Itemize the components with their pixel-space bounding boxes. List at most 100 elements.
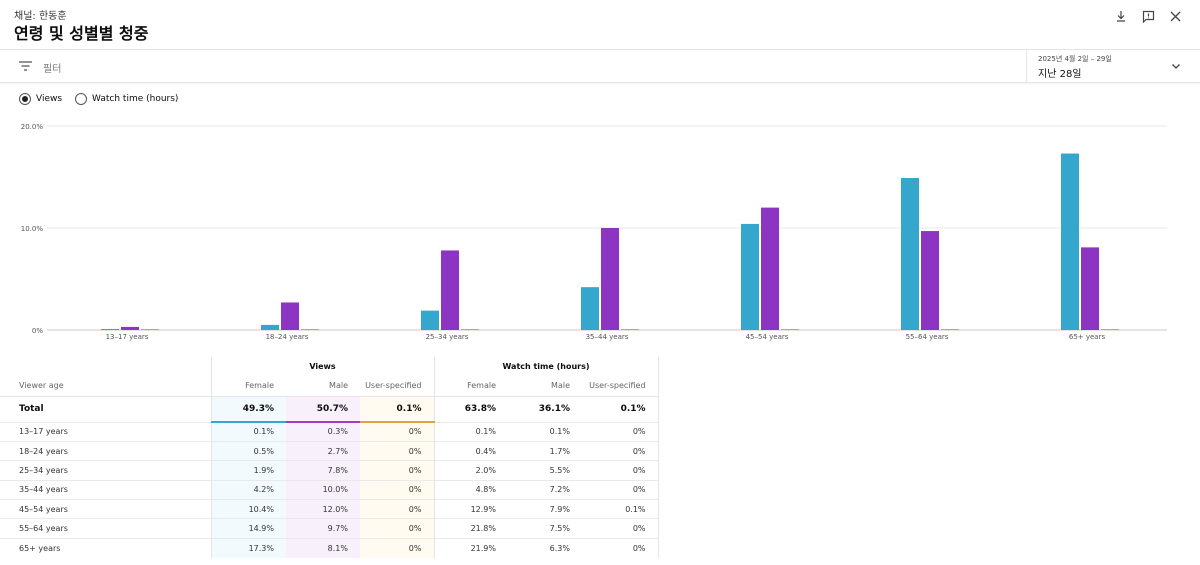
table-row: 55–64 years 14.9% 9.7% 0% 21.8% 7.5% 0% (0, 518, 659, 539)
bar (261, 324, 279, 330)
age-label: 65+ years (0, 537, 211, 558)
col-header: User-specified (360, 376, 434, 397)
bar (761, 207, 779, 330)
total-value: 50.7% (286, 395, 360, 423)
age-label: 18–24 years (0, 440, 211, 461)
total-value: 63.8% (433, 395, 508, 422)
total-label: Total (0, 395, 211, 422)
age-label: 13–17 years (0, 421, 211, 442)
bar (941, 329, 959, 330)
table-cell: 0% (360, 460, 434, 481)
table-cell: 21.9% (433, 537, 508, 558)
table-cell: 10.4% (210, 499, 286, 519)
filter-bar: 필터 (0, 50, 1200, 83)
table-cell: 0.1% (508, 421, 582, 442)
x-tick-label: 25–34 years (426, 333, 469, 341)
bar (301, 329, 319, 330)
feedback-icon[interactable] (1140, 8, 1156, 24)
watch-time-radio[interactable] (75, 93, 88, 105)
bar (581, 287, 599, 330)
download-icon[interactable] (1113, 8, 1129, 24)
table-cell: 0% (360, 479, 434, 500)
table-cell: 12.9% (433, 499, 508, 519)
table-cell: 7.2% (508, 479, 582, 500)
table-cell: 0% (582, 518, 659, 539)
group-spacer (0, 357, 211, 376)
x-tick-label: 13–17 years (106, 333, 149, 341)
bar (1081, 247, 1099, 330)
bar (461, 329, 479, 330)
views-radio[interactable] (19, 93, 31, 105)
table-cell: 21.8% (433, 518, 508, 539)
date-range-text: 2025년 4월 2일 – 29일 (1038, 55, 1112, 63)
date-period-label: 지난 28일 (1038, 69, 1082, 80)
bar (621, 329, 639, 330)
filter-input[interactable]: 필터 (43, 64, 62, 75)
filter-icon[interactable] (19, 60, 32, 72)
channel-name: 채널: 한동훈 (14, 11, 67, 22)
table-cell: 5.5% (508, 460, 582, 481)
table-cell: 0% (582, 537, 659, 558)
col-header: User-specified (582, 376, 659, 397)
table-row: 18–24 years 0.5% 2.7% 0% 0.4% 1.7% 0% (0, 440, 659, 461)
close-icon[interactable] (1167, 8, 1183, 24)
table-cell: 7.5% (508, 518, 582, 539)
metric-toggle: Views Watch time (hours) (19, 92, 191, 106)
x-tick-label: 18–24 years (266, 333, 309, 341)
table-cell: 0% (582, 479, 659, 500)
table-cell: 8.1% (286, 537, 360, 558)
table-cell: 0% (360, 518, 434, 539)
chevron-down-icon (1172, 64, 1180, 69)
total-value: 0.1% (582, 395, 659, 422)
dialog-header: 채널: 한동훈 연령 및 성별별 청중 (0, 0, 1200, 50)
y-tick-label: 10.0% (21, 225, 44, 233)
views-group-header: Views (210, 357, 434, 376)
x-tick-label: 35–44 years (586, 333, 629, 341)
table-cell: 17.3% (210, 537, 286, 558)
bar (121, 326, 139, 330)
table-cell: 6.3% (508, 537, 582, 558)
table-cell: 0% (360, 440, 434, 461)
x-tick-label: 55–64 years (906, 333, 949, 341)
bar (1061, 153, 1079, 330)
bar (421, 310, 439, 330)
watch-time-group-header: Watch time (hours) (433, 357, 659, 376)
total-value: 0.1% (360, 395, 434, 423)
x-tick-label: 45–54 years (746, 333, 789, 341)
col-header: Female (433, 376, 508, 397)
table-cell: 14.9% (210, 518, 286, 539)
age-label: 45–54 years (0, 499, 211, 519)
age-gender-bar-chart: 0% 10.0% 20.0% 13–17 years 18–24 years 25–34 … (21, 123, 1167, 341)
bar (1101, 329, 1119, 330)
age-label: 55–64 years (0, 518, 211, 539)
table-cell: 0.4% (433, 440, 508, 461)
table-cell: 4.8% (433, 479, 508, 500)
table-cell: 2.7% (286, 440, 360, 461)
y-tick-label: 0% (32, 327, 43, 335)
date-range-selector[interactable]: 2025년 4월 2일 – 29일 지난 28일 (1026, 50, 1200, 83)
table-cell: 7.9% (508, 499, 582, 519)
age-gender-table: Views Watch time (hours) Viewer age Fema… (0, 357, 659, 558)
table-cell: 12.0% (286, 499, 360, 519)
watch-time-radio-label[interactable]: Watch time (hours) (92, 94, 179, 104)
page-title: 연령 및 성별별 청중 (14, 24, 149, 43)
table-cell: 0.1% (433, 421, 508, 442)
bar (921, 231, 939, 330)
bar (741, 223, 759, 330)
total-row: Total 49.3% 50.7% 0.1% 63.8% 36.1% 0.1% (0, 395, 659, 423)
bar (141, 329, 159, 330)
total-value: 36.1% (508, 395, 582, 422)
bar (781, 328, 799, 330)
col-header: Male (286, 376, 360, 397)
table-cell: 4.2% (210, 479, 286, 500)
col-header: Male (508, 376, 582, 397)
table-row: 45–54 years 10.4% 12.0% 0% 12.9% 7.9% 0.1% (0, 499, 659, 519)
x-tick-label: 65+ years (1069, 333, 1106, 341)
table-cell: 7.8% (286, 460, 360, 481)
views-radio-label[interactable]: Views (36, 94, 63, 104)
table-cell: 9.7% (286, 518, 360, 539)
table-cell: 1.9% (210, 460, 286, 481)
bar (601, 228, 619, 330)
table-row: 65+ years 17.3% 8.1% 0% 21.9% 6.3% 0% (0, 537, 659, 558)
viewer-age-header: Viewer age (0, 376, 211, 397)
